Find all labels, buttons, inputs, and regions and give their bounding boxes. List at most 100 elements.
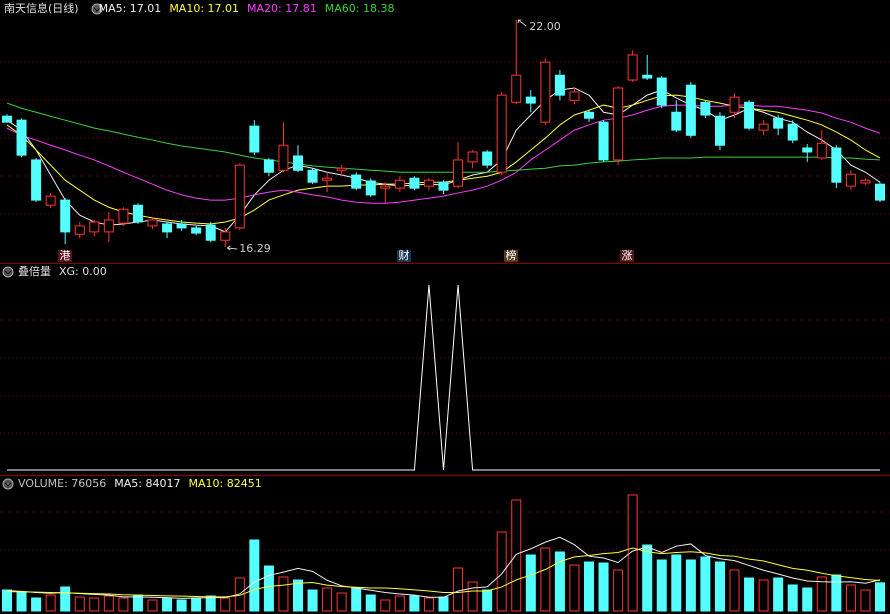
legend-text: MA10: 17.01 xyxy=(169,2,239,15)
candle-body xyxy=(860,179,871,184)
candle-body xyxy=(584,111,594,119)
candle-body xyxy=(322,177,333,181)
legend-text: MA5: 17.01 xyxy=(99,2,162,15)
candle-body xyxy=(205,224,216,241)
candle-body xyxy=(147,219,158,227)
legend-text: MA5: 84017 xyxy=(114,477,180,490)
candle-body xyxy=(191,227,202,234)
candle-body xyxy=(16,119,27,156)
volume-bar xyxy=(860,589,871,612)
volume-bar xyxy=(322,587,333,612)
volume-bar xyxy=(482,589,493,612)
candle-body xyxy=(496,94,507,173)
volume-bar xyxy=(45,594,56,612)
volume-bar xyxy=(816,576,827,612)
volume-bar xyxy=(627,494,638,612)
volume-ma-line xyxy=(7,547,881,598)
annotation: 22.00 xyxy=(529,20,561,33)
marker-label: 财 xyxy=(399,248,410,262)
candle-body xyxy=(307,169,318,183)
volume-bar xyxy=(423,597,434,612)
candle-body xyxy=(89,221,100,233)
annotation: 16.29 xyxy=(239,242,271,255)
candle-body xyxy=(525,96,536,104)
volume-bar xyxy=(525,554,536,612)
candle-body xyxy=(103,219,114,233)
candle-body xyxy=(700,101,711,116)
volume-bar xyxy=(511,499,522,612)
volume-bar xyxy=(220,597,231,612)
candle-body xyxy=(787,123,798,141)
volume-bar xyxy=(89,597,100,612)
candle-body xyxy=(132,204,143,223)
legend-text: 南天信息(日线) xyxy=(4,1,79,15)
volume-bar xyxy=(831,574,842,612)
candle-body xyxy=(351,174,362,189)
menu-icon[interactable] xyxy=(2,3,103,490)
volume-bar xyxy=(2,589,12,612)
candle-body xyxy=(569,91,580,101)
volume-bar xyxy=(234,577,245,612)
candle-body xyxy=(773,117,784,129)
candle-body xyxy=(758,123,769,131)
candle-body xyxy=(802,147,813,153)
volume-bar xyxy=(351,587,362,612)
candle-body xyxy=(74,225,85,235)
volume-bar xyxy=(16,591,27,612)
volume-bar xyxy=(714,561,725,612)
volume-bar xyxy=(380,599,391,612)
volume-bar xyxy=(249,539,260,612)
volume-bar xyxy=(205,595,216,612)
candle-body xyxy=(380,185,391,189)
volume-bar xyxy=(802,587,813,612)
candle-body xyxy=(365,180,376,196)
candle-body xyxy=(685,84,696,136)
candle-body xyxy=(453,159,464,187)
candle-body xyxy=(467,151,478,163)
volume-bar xyxy=(685,559,696,612)
volume-bar xyxy=(191,597,202,612)
volume-bar xyxy=(729,569,740,612)
candle-body xyxy=(540,61,551,123)
volume-bar xyxy=(162,597,173,612)
candle-body xyxy=(423,179,434,187)
marker-label: 榜 xyxy=(506,248,517,262)
candle-body xyxy=(118,208,129,224)
candle-body xyxy=(220,231,231,241)
candle-body xyxy=(45,195,56,206)
indicator-line xyxy=(7,284,880,471)
candle-body xyxy=(554,74,565,96)
candle-body xyxy=(60,199,71,233)
candle-body xyxy=(613,87,624,161)
volume-bar xyxy=(569,564,580,612)
candle-body xyxy=(278,144,289,171)
volume-bar xyxy=(278,576,289,612)
volume-bar xyxy=(336,592,347,612)
candle-body xyxy=(176,223,187,229)
annotation-arrow xyxy=(517,19,527,27)
volume-bar xyxy=(613,569,624,612)
volume-bar xyxy=(176,599,187,612)
candle-body xyxy=(249,125,260,153)
volume-bar xyxy=(656,559,667,612)
candle-body xyxy=(642,74,653,79)
volume-bar xyxy=(496,531,507,612)
candle-body xyxy=(627,54,638,81)
candle-body xyxy=(409,177,420,189)
marker-box xyxy=(504,250,518,262)
volume-bar xyxy=(787,584,798,612)
legend-text: MA20: 17.81 xyxy=(247,2,317,15)
volume-bar xyxy=(307,589,318,612)
candle-body xyxy=(744,101,755,129)
candle-body xyxy=(845,173,856,187)
marker-box xyxy=(620,250,634,262)
marker-label: 涨 xyxy=(622,249,633,262)
volume-ma-line xyxy=(6,536,881,599)
volume-bar xyxy=(744,577,755,612)
volume-bar xyxy=(598,562,609,612)
marker-box xyxy=(58,250,72,262)
volume-bar xyxy=(554,551,565,612)
candle-body xyxy=(336,167,347,171)
candle-body xyxy=(816,142,827,159)
